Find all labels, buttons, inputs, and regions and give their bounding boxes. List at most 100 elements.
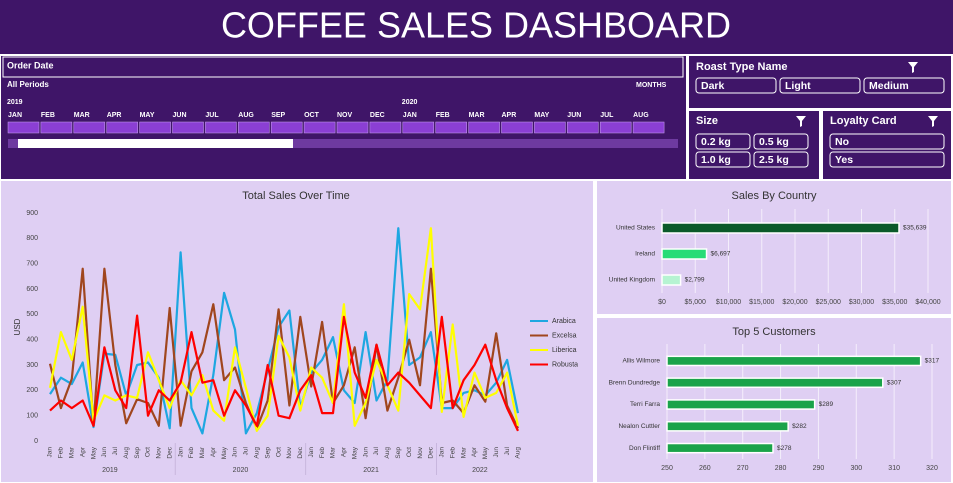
clear-filter-icon[interactable] — [796, 116, 806, 127]
timeline-month: MAR — [469, 112, 485, 119]
timeline-month: APR — [107, 112, 122, 119]
timeline-month: AUG — [633, 112, 649, 119]
x-tick-label: Jul — [373, 446, 380, 455]
value-label: $6,697 — [711, 251, 731, 258]
x-tick-label: 300 — [850, 465, 862, 472]
x-tick-label: Jul — [112, 446, 119, 455]
x-tick-label: Aug — [515, 447, 522, 459]
x-tick-label: $25,000 — [816, 299, 841, 306]
slicer-button[interactable] — [829, 133, 945, 150]
slicer-button[interactable] — [753, 133, 809, 150]
x-tick-label: Mar — [460, 446, 467, 458]
slicer-button[interactable] — [695, 151, 751, 168]
category-label: Nealon Cuttler — [618, 423, 660, 430]
x-tick-label: Dec — [428, 446, 435, 458]
timeline-cell[interactable] — [40, 121, 73, 134]
clear-filter-icon[interactable] — [908, 62, 918, 73]
timeline-cell[interactable] — [567, 121, 599, 134]
x-tick-label: 260 — [699, 465, 711, 472]
x-tick-label: 250 — [661, 465, 673, 472]
x-tick-label: 290 — [813, 465, 825, 472]
x-tick-label: Feb — [58, 447, 65, 459]
x-tick-label: May — [90, 446, 97, 459]
timeline-cell[interactable] — [435, 121, 467, 134]
timeline-cell[interactable] — [7, 121, 40, 134]
timeline-cell[interactable] — [106, 121, 138, 134]
category-label: Ireland — [635, 251, 655, 258]
x-tick-label: Nov — [286, 446, 293, 458]
x-tick-label: Nov — [156, 446, 163, 458]
timeline-cell[interactable] — [303, 121, 336, 134]
bar — [661, 274, 682, 286]
timeline-month: JUN — [173, 112, 187, 119]
timeline-month: JAN — [403, 112, 417, 119]
timeline-cell[interactable] — [270, 121, 303, 134]
x-tick-label: Oct — [145, 447, 152, 457]
timeline-month: AUG — [238, 112, 254, 119]
x-tick-label: Jan — [177, 447, 184, 458]
x-tick-label: $5,000 — [685, 299, 707, 306]
bar — [666, 377, 884, 389]
timeline-cell[interactable] — [632, 121, 665, 134]
slicer-button[interactable] — [779, 77, 861, 94]
timeline-month: JUN — [567, 112, 581, 119]
x-tick-label: Aug — [254, 447, 261, 459]
timeline-cell[interactable] — [205, 121, 237, 134]
x-tick-label: Jan — [439, 447, 446, 458]
bar — [666, 442, 774, 454]
value-label: $282 — [792, 423, 807, 430]
slicer-button[interactable] — [829, 151, 945, 168]
y-tick-label: 0 — [34, 438, 38, 445]
x-tick-label: May — [482, 446, 489, 459]
timeline-month: DEC — [370, 112, 385, 119]
timeline-cell[interactable] — [599, 121, 632, 134]
country-chart-panel — [597, 181, 951, 314]
timeline-header-box — [2, 56, 684, 78]
x-group-label: 2022 — [472, 467, 488, 474]
scroll-track[interactable] — [8, 139, 678, 148]
timeline-month: JAN — [8, 112, 22, 119]
x-tick-label: Sep — [264, 447, 271, 459]
timeline-cell[interactable] — [468, 121, 500, 134]
timeline-year: 2019 — [7, 99, 23, 106]
timeline-cell[interactable] — [534, 121, 566, 134]
timeline-cell[interactable] — [172, 121, 204, 134]
x-tick-label: Dec — [166, 446, 173, 458]
category-label: Terri Farra — [630, 401, 660, 408]
scroll-thumb[interactable] — [18, 139, 293, 148]
bar — [666, 355, 922, 367]
category-label: Allis Wilmore — [622, 358, 660, 365]
x-tick-label: $10,000 — [716, 299, 741, 306]
timeline-cell[interactable] — [73, 121, 106, 134]
bar — [661, 222, 900, 234]
slicer-item: 1.0 kg — [701, 154, 731, 166]
legend-label: Robusta — [552, 361, 578, 368]
x-tick-label: $35,000 — [882, 299, 907, 306]
timeline-cell[interactable] — [238, 121, 270, 134]
timeline-cell[interactable] — [336, 121, 369, 134]
clear-filter-icon[interactable] — [928, 116, 938, 127]
slicer-item: 2.5 kg — [759, 154, 789, 166]
x-tick-label: Feb — [319, 447, 326, 459]
timeline-cell[interactable] — [402, 121, 435, 134]
slicer-button[interactable] — [695, 77, 777, 94]
timeline-month: MAY — [140, 112, 155, 119]
x-tick-label: Apr — [471, 446, 478, 457]
timeline-cell[interactable] — [139, 121, 171, 134]
slicer-button[interactable] — [863, 77, 945, 94]
slicer-button[interactable] — [695, 133, 751, 150]
slicer-item: No — [835, 136, 849, 148]
timeline-month: MAR — [74, 112, 90, 119]
timeline-cell[interactable] — [501, 121, 533, 134]
category-label: United States — [616, 225, 656, 232]
x-tick-label: $0 — [658, 299, 666, 306]
chart-title: Top 5 Customers — [732, 326, 816, 338]
slicer-title: Size — [696, 115, 718, 127]
x-tick-label: May — [221, 446, 228, 459]
timeline-year: 2020 — [402, 99, 418, 106]
timeline-month: JUL — [600, 112, 614, 119]
slicer-button[interactable] — [753, 151, 809, 168]
timeline-unit[interactable]: MONTHS — [636, 82, 667, 89]
timeline-cell[interactable] — [369, 121, 402, 134]
x-tick-label: Apr — [341, 446, 348, 457]
